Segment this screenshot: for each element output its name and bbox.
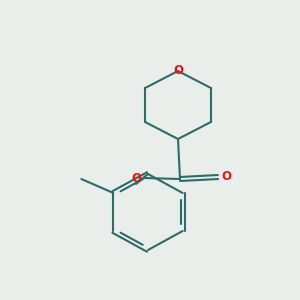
Text: O: O (131, 172, 141, 184)
Text: O: O (173, 64, 183, 77)
Text: O: O (221, 170, 231, 184)
